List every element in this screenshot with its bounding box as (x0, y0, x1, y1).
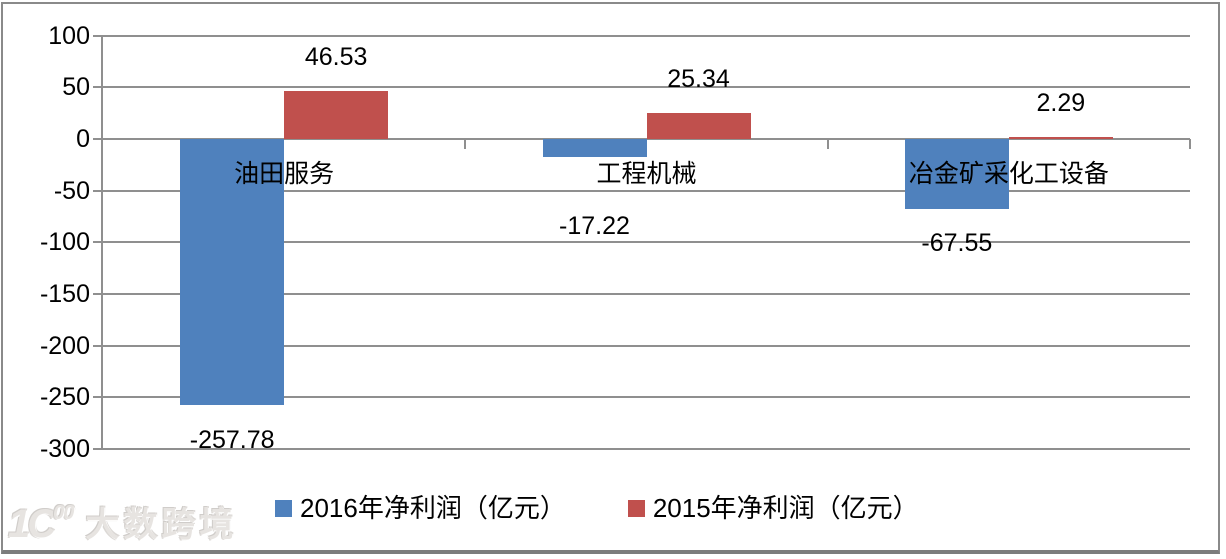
x-axis-tick (826, 139, 829, 149)
data-label-2016-cat1: -257.78 (189, 426, 275, 455)
legend-swatch-2016-icon (275, 499, 292, 517)
category-label-cat3: 冶金矿采化工设备 (908, 161, 1109, 188)
watermark-text: 大数跨境 (85, 505, 238, 544)
gridline-y--250 (93, 396, 1190, 399)
y-axis-tick-label: -50 (53, 176, 90, 205)
gridline-y--150 (93, 292, 1190, 295)
data-label-2015-cat3: 2.29 (1036, 88, 1086, 117)
y-axis-tick-label: 100 (48, 21, 90, 50)
gridline-y-100 (93, 34, 1190, 37)
legend-label-2015: 2015年净利润（亿元） (652, 493, 919, 523)
data-label-2015-cat1: 46.53 (304, 42, 368, 71)
gridline-y--50 (93, 189, 1190, 192)
x-axis-tick (1189, 139, 1191, 149)
gridline-y--100 (93, 241, 1190, 244)
legend-item-2015: 2015年净利润（亿元） (627, 492, 919, 524)
legend-label-2016: 2016年净利润（亿元） (300, 493, 566, 523)
bar-2015-cat3 (1008, 136, 1113, 139)
bar-2015-cat2 (646, 112, 751, 139)
y-axis-tick-label: 50 (62, 73, 90, 102)
y-axis-tick-label: 0 (76, 125, 90, 153)
x-axis-tick (464, 139, 467, 149)
bar-2016-cat3 (904, 139, 1009, 209)
bar-2016-cat1 (180, 139, 285, 406)
y-axis-tick-label: -250 (39, 383, 90, 412)
dashu-kuajing-watermark: 1C00 大数跨境 (8, 503, 237, 544)
bar-2015-cat1 (284, 90, 389, 139)
gridline-y-50 (93, 86, 1190, 89)
legend: 2016年净利润（亿元） 2015年净利润（亿元） (275, 492, 919, 524)
data-label-2016-cat3: -67.55 (921, 228, 993, 257)
category-label-cat2: 工程机械 (596, 161, 697, 188)
y-axis-tick-label: -150 (39, 279, 90, 308)
gridline-y--200 (93, 344, 1190, 347)
y-axis-tick-label: -200 (39, 331, 90, 360)
watermark-logo-icon: 1C00 (8, 502, 74, 546)
legend-item-2016: 2016年净利润（亿元） (275, 492, 566, 524)
y-axis-tick-label: -300 (39, 434, 90, 463)
category-label-cat1: 油田服务 (234, 161, 335, 188)
legend-swatch-2015-icon (627, 499, 645, 517)
data-label-2016-cat2: -17.22 (559, 211, 630, 240)
y-axis-line (101, 34, 103, 450)
gridline-y--300 (93, 447, 1190, 450)
data-label-2015-cat2: 25.34 (667, 64, 730, 93)
y-axis-tick-label: -100 (39, 228, 90, 257)
bar-2016-cat2 (542, 139, 647, 157)
